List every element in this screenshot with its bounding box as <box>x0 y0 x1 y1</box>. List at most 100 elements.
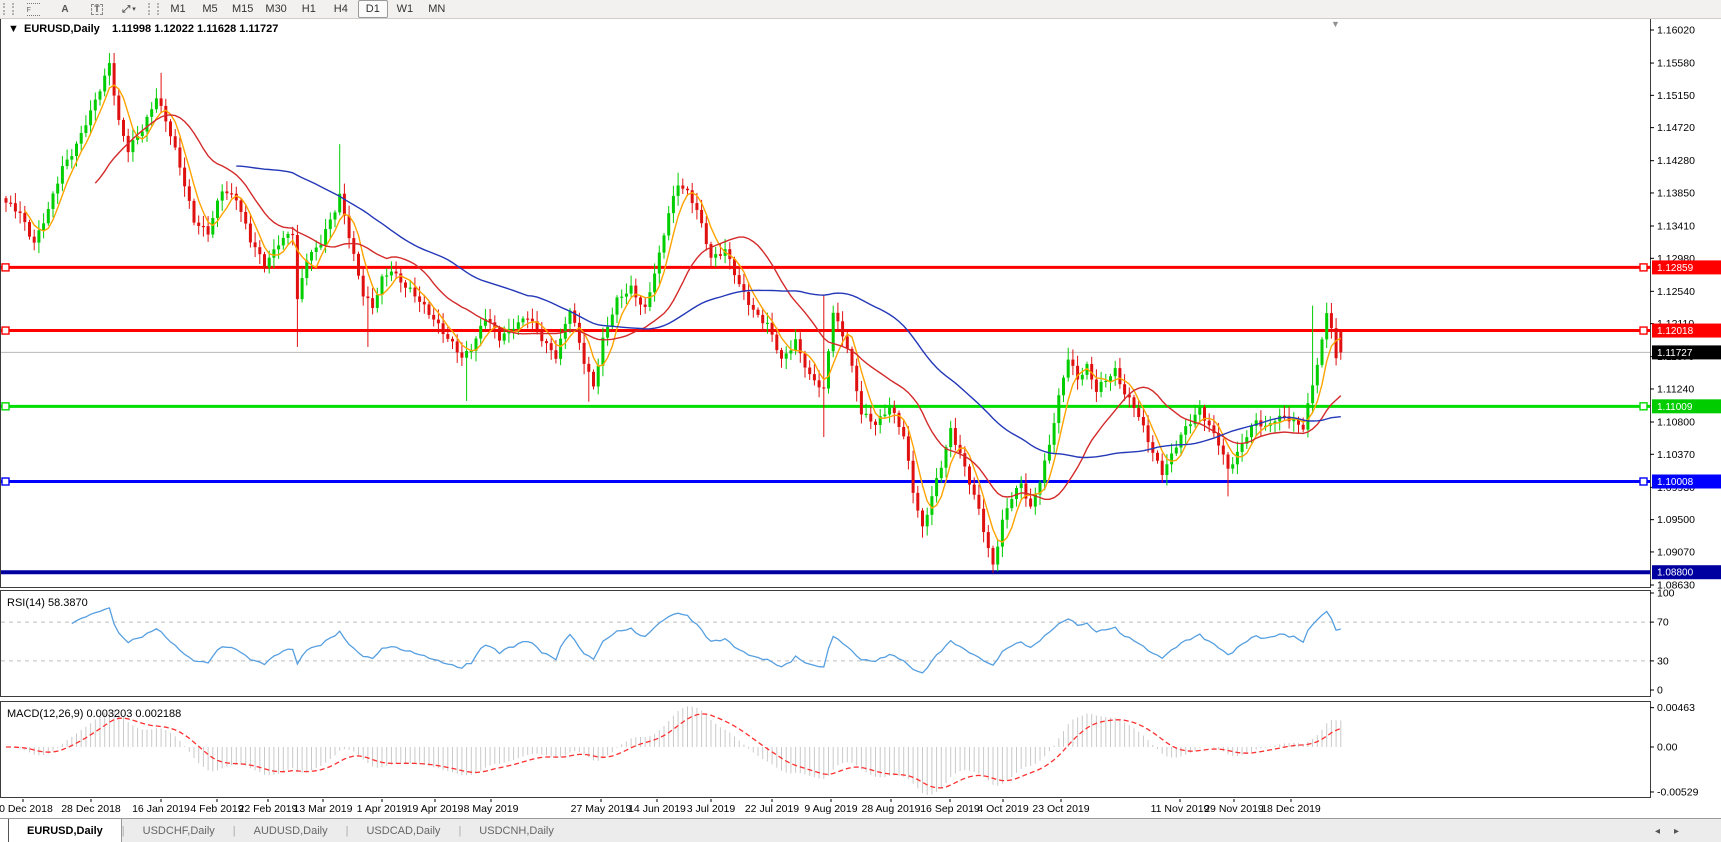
svg-text:1.14720: 1.14720 <box>1657 122 1695 134</box>
chart-tab-bar: EURUSD,Daily | USDCHF,Daily | AUDUSD,Daily | U… <box>0 818 1721 842</box>
tab-scroll-right-icon[interactable]: ▸ <box>1673 825 1679 837</box>
hline-1.12859[interactable] <box>1 263 1650 272</box>
svg-text:1.13850: 1.13850 <box>1657 187 1695 199</box>
svg-text:22 Jul 2019: 22 Jul 2019 <box>745 803 799 815</box>
macd-histogram <box>10 706 1342 796</box>
text-label-tool-button[interactable]: T <box>82 0 112 18</box>
svg-text:11 Nov 2019: 11 Nov 2019 <box>1151 803 1210 815</box>
svg-text:1.15580: 1.15580 <box>1657 58 1695 70</box>
svg-text:3 Jul 2019: 3 Jul 2019 <box>687 803 736 815</box>
tab-audusd[interactable]: AUDUSD,Daily <box>253 825 328 837</box>
svg-text:-0.00529: -0.00529 <box>1657 786 1699 798</box>
text-tool-button[interactable]: A <box>50 0 80 18</box>
tab-bar-edge <box>0 819 9 842</box>
hline-1.11009[interactable] <box>1 402 1650 411</box>
timeframe-button-h1[interactable]: H1 <box>301 3 316 15</box>
svg-text:1.12859: 1.12859 <box>1657 263 1694 274</box>
text-icon: A <box>61 3 69 15</box>
arrows-icon: ⤢ <box>122 3 131 15</box>
svg-text:8 May 2019: 8 May 2019 <box>464 803 519 815</box>
svg-text:1.16020: 1.16020 <box>1657 25 1695 37</box>
timeframe-button-m1[interactable]: M1 <box>170 3 186 15</box>
tab-scroll-left-icon[interactable]: ◂ <box>1654 825 1660 837</box>
svg-text:28 Dec 2018: 28 Dec 2018 <box>61 803 121 815</box>
price-badge-1.11009: 1.11009 <box>1652 399 1721 414</box>
svg-text:13 Mar 2019: 13 Mar 2019 <box>294 803 353 815</box>
svg-text:1.09070: 1.09070 <box>1657 546 1695 558</box>
timeframe-button-w1[interactable]: W1 <box>396 3 414 15</box>
svg-text:70: 70 <box>1657 617 1669 629</box>
tab-eurusd[interactable]: EURUSD,Daily <box>9 819 122 842</box>
ma-mid-line <box>94 114 1342 500</box>
candles <box>4 52 1343 573</box>
svg-text:1.12018: 1.12018 <box>1657 326 1694 337</box>
timeframe-button-h4[interactable]: H4 <box>333 3 348 15</box>
svg-text:1.14280: 1.14280 <box>1657 155 1695 167</box>
svg-text:27 May 2019: 27 May 2019 <box>571 803 632 815</box>
svg-text:1.15150: 1.15150 <box>1657 90 1695 102</box>
rsi-line <box>71 607 1341 674</box>
svg-text:10 Dec 2018: 10 Dec 2018 <box>0 803 53 815</box>
macd-signal-line <box>6 713 1342 789</box>
timeframe-button-m5[interactable]: M5 <box>202 3 218 15</box>
chevron-down-icon: ▾ <box>132 6 136 13</box>
svg-text:1.10008: 1.10008 <box>1657 477 1694 488</box>
svg-text:29 Nov 2019: 29 Nov 2019 <box>1204 803 1264 815</box>
rsi-panel <box>0 590 1651 697</box>
tab-usdchf[interactable]: USDCHF,Daily <box>142 825 215 837</box>
macd-panel <box>0 701 1651 798</box>
chart-title: EURUSD,Daily <box>24 23 101 35</box>
svg-text:4 Oct 2019: 4 Oct 2019 <box>977 803 1029 815</box>
ma-fast-line <box>24 84 1342 544</box>
top-toolbar: F A T ⤢ ▾ M1 M5 M15 M30 H1 H4 D1 W1 MN <box>0 0 1721 19</box>
svg-text:0.00: 0.00 <box>1657 742 1678 754</box>
chart-ohlc-values: 1.11998 1.12022 1.11628 1.11727 <box>112 23 278 35</box>
svg-text:23 Oct 2019: 23 Oct 2019 <box>1032 803 1089 815</box>
svg-text:1.13410: 1.13410 <box>1657 221 1695 233</box>
tab-separator: | <box>458 825 462 837</box>
svg-text:1 Apr 2019: 1 Apr 2019 <box>357 803 408 815</box>
chart-svg[interactable]: 1.16020 1.15580 1.15150 1.14720 1.14280 1.138… <box>0 0 1721 818</box>
fibonacci-icon: F <box>26 2 40 16</box>
timeframe-button-m30[interactable]: M30 <box>265 3 287 15</box>
hline-1.10008[interactable] <box>1 477 1650 486</box>
svg-text:16 Jan 2019: 16 Jan 2019 <box>132 803 190 815</box>
svg-text:1.11009: 1.11009 <box>1657 402 1693 413</box>
timeframe-button-d1[interactable]: D1 <box>357 0 388 18</box>
chart-area[interactable]: 1.16020 1.15580 1.15150 1.14720 1.14280 1.138… <box>0 0 1721 818</box>
price-badge-1.08800: 1.08800 <box>1652 565 1721 580</box>
price-badge-1.12018: 1.12018 <box>1652 323 1721 338</box>
chart-title-marker[interactable]: ▼ <box>8 23 19 35</box>
svg-text:1.08630: 1.08630 <box>1657 579 1695 591</box>
end-of-data-marker-icon[interactable]: ▼ <box>1331 19 1340 29</box>
text-label-icon: T <box>91 3 103 15</box>
timeframe-button-m15[interactable]: M15 <box>232 3 254 15</box>
svg-text:9 Aug 2019: 9 Aug 2019 <box>804 803 857 815</box>
fibonacci-tool-button[interactable]: F <box>18 0 48 18</box>
timeframe-button-mn[interactable]: MN <box>428 3 446 15</box>
hline-1.12018[interactable] <box>1 326 1650 335</box>
svg-text:1.11727: 1.11727 <box>1657 348 1693 359</box>
svg-text:4 Feb 2019: 4 Feb 2019 <box>190 803 243 815</box>
tab-separator: | <box>121 825 125 837</box>
ma-slow-line <box>236 165 1341 459</box>
price-badge-1.11727: 1.11727 <box>1652 345 1721 360</box>
svg-text:14 Jun 2019: 14 Jun 2019 <box>628 803 686 815</box>
svg-text:30: 30 <box>1657 655 1669 667</box>
svg-text:18 Dec 2019: 18 Dec 2019 <box>1261 803 1321 815</box>
rsi-label: RSI(14) 58.3870 <box>7 597 88 609</box>
tab-usdcad[interactable]: USDCAD,Daily <box>366 825 441 837</box>
tab-usdcnh[interactable]: USDCNH,Daily <box>479 825 554 837</box>
toolbar-grip[interactable] <box>3 3 14 15</box>
svg-text:0: 0 <box>1657 685 1663 697</box>
svg-text:100: 100 <box>1657 588 1675 600</box>
arrows-tool-button[interactable]: ⤢ ▾ <box>114 0 144 18</box>
main-panel <box>0 18 1651 588</box>
svg-text:1.11240: 1.11240 <box>1657 383 1694 395</box>
svg-text:0.00463: 0.00463 <box>1657 702 1695 714</box>
toolbar-grip-2[interactable] <box>148 3 159 15</box>
svg-text:22 Feb 2019: 22 Feb 2019 <box>239 803 298 815</box>
svg-text:1.12540: 1.12540 <box>1657 286 1695 298</box>
